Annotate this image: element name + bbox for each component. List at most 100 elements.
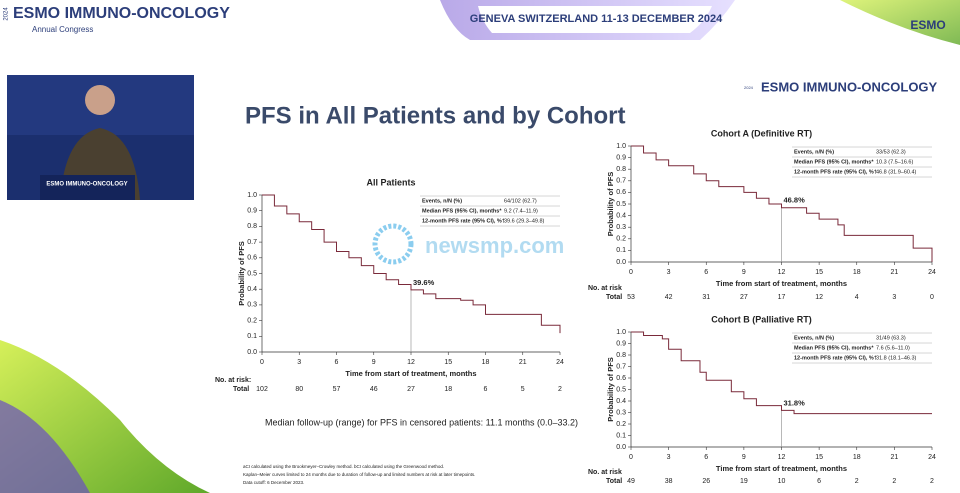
km-curve bbox=[631, 331, 932, 415]
table-value: 46.8 (31.9–60.4) bbox=[876, 169, 917, 175]
table-value: 33/53 (62.3) bbox=[876, 149, 906, 155]
x-tick-label: 6 bbox=[335, 359, 339, 366]
risk-count: 38 bbox=[665, 478, 673, 485]
x-tick-label: 3 bbox=[667, 269, 671, 276]
y-tick-label: 1.0 bbox=[616, 143, 626, 150]
risk-title: No. at risk: bbox=[215, 377, 251, 384]
y-tick-label: 0.6 bbox=[616, 375, 626, 382]
x-tick-label: 18 bbox=[853, 454, 861, 461]
y-tick-label: 0.5 bbox=[247, 270, 257, 277]
risk-count: 80 bbox=[295, 386, 303, 393]
table-label: 12-month PFS rate (95% CI), %† bbox=[794, 169, 877, 175]
y-tick-label: 0.2 bbox=[616, 236, 626, 243]
y-tick-label: 0.0 bbox=[616, 444, 626, 451]
x-tick-label: 12 bbox=[778, 269, 786, 276]
table-value: 31/49 (63.3) bbox=[876, 335, 906, 341]
table-label: Median PFS (95% CI), months* bbox=[422, 208, 502, 214]
risk-count: 10 bbox=[778, 478, 786, 485]
table-label: Median PFS (95% CI), months* bbox=[794, 159, 874, 165]
risk-row-label: Total bbox=[606, 294, 622, 301]
y-tick-label: 0.3 bbox=[616, 409, 626, 416]
table-value: 9.2 (7.4–11.9) bbox=[504, 208, 538, 214]
header-subtitle: Annual Congress bbox=[32, 25, 93, 34]
x-tick-label: 9 bbox=[742, 454, 746, 461]
header-year: 2024 bbox=[4, 7, 10, 21]
y-tick-label: 0.2 bbox=[247, 317, 257, 324]
y-tick-label: 0.7 bbox=[616, 178, 626, 185]
x-tick-label: 0 bbox=[629, 269, 633, 276]
annotation-label: 46.8% bbox=[784, 196, 806, 205]
y-axis-label: Probability of PFS bbox=[237, 241, 246, 306]
slide-brand: ESMO IMMUNO-ONCOLOGY bbox=[761, 79, 938, 94]
risk-count: 31 bbox=[702, 294, 710, 301]
x-tick-label: 15 bbox=[444, 359, 452, 366]
risk-title: No. at risk bbox=[588, 469, 622, 476]
x-tick-label: 18 bbox=[853, 269, 861, 276]
table-value: 10.3 (7.5–16.6) bbox=[876, 159, 913, 165]
y-tick-label: 0.7 bbox=[247, 239, 257, 246]
risk-count: 6 bbox=[817, 478, 821, 485]
risk-count: 19 bbox=[740, 478, 748, 485]
corner-decor bbox=[840, 0, 960, 45]
y-tick-label: 0.0 bbox=[247, 349, 257, 356]
x-tick-label: 12 bbox=[407, 359, 415, 366]
table-label: 12-month PFS rate (95% CI), %† bbox=[422, 218, 505, 224]
x-tick-label: 3 bbox=[667, 454, 671, 461]
table-label: Events, n/N (%) bbox=[422, 198, 462, 204]
footnote: Data cutoff: 6 December 2023. bbox=[243, 480, 304, 485]
y-tick-label: 0.8 bbox=[616, 352, 626, 359]
table-label: Events, n/N (%) bbox=[794, 335, 834, 341]
y-tick-label: 0.3 bbox=[247, 302, 257, 309]
x-tick-label: 18 bbox=[482, 359, 490, 366]
risk-count: 102 bbox=[256, 386, 268, 393]
risk-count: 2 bbox=[892, 478, 896, 485]
y-tick-label: 0.6 bbox=[616, 189, 626, 196]
x-tick-label: 24 bbox=[928, 269, 936, 276]
slide-title: PFS in All Patients and by Cohort bbox=[245, 102, 625, 129]
risk-count: 27 bbox=[407, 386, 415, 393]
risk-count: 42 bbox=[665, 294, 673, 301]
watermark: newsmp.com bbox=[425, 233, 564, 258]
y-tick-label: 0.8 bbox=[247, 223, 257, 230]
y-tick-label: 0.3 bbox=[616, 224, 626, 231]
podium bbox=[40, 175, 135, 200]
table-value: 31.8 (18.1–46.3) bbox=[876, 355, 917, 361]
chart-title: All Patients bbox=[366, 177, 415, 187]
y-tick-label: 0.1 bbox=[616, 432, 626, 439]
y-axis-label: Probability of PFS bbox=[606, 172, 615, 237]
risk-count: 26 bbox=[702, 478, 710, 485]
watermark-logo bbox=[372, 223, 414, 265]
risk-count: 2 bbox=[855, 478, 859, 485]
y-tick-label: 1.0 bbox=[247, 192, 257, 199]
y-tick-label: 0.8 bbox=[616, 166, 626, 173]
x-tick-label: 6 bbox=[704, 454, 708, 461]
x-tick-label: 3 bbox=[297, 359, 301, 366]
risk-count: 17 bbox=[778, 294, 786, 301]
risk-count: 53 bbox=[627, 294, 635, 301]
table-label: Events, n/N (%) bbox=[794, 149, 834, 155]
y-tick-label: 0.1 bbox=[247, 333, 257, 340]
y-tick-label: 0.2 bbox=[616, 421, 626, 428]
y-tick-label: 0.6 bbox=[247, 255, 257, 262]
risk-count: 2 bbox=[558, 386, 562, 393]
table-label: Median PFS (95% CI), months* bbox=[794, 345, 874, 351]
corner-decor bbox=[0, 400, 90, 493]
y-tick-label: 0.7 bbox=[616, 363, 626, 370]
annotation-label: 31.8% bbox=[784, 398, 806, 407]
risk-count: 5 bbox=[521, 386, 525, 393]
x-axis-label: Time from start of treatment, months bbox=[716, 279, 847, 288]
risk-row-label: Total bbox=[233, 386, 249, 393]
y-tick-label: 0.4 bbox=[616, 212, 626, 219]
x-axis-label: Time from start of treatment, months bbox=[716, 464, 847, 473]
y-tick-label: 0.5 bbox=[616, 386, 626, 393]
y-tick-label: 0.1 bbox=[616, 247, 626, 254]
y-tick-label: 0.9 bbox=[616, 154, 626, 161]
table-value: 7.6 (5.6–11.0) bbox=[876, 345, 910, 351]
y-axis-label: Probability of PFS bbox=[606, 357, 615, 422]
risk-count: 6 bbox=[484, 386, 488, 393]
risk-count: 2 bbox=[930, 478, 934, 485]
x-tick-label: 0 bbox=[260, 359, 264, 366]
header-banner: GENEVA SWITZERLAND 11-13 DECEMBER 2024 bbox=[470, 13, 723, 25]
risk-count: 3 bbox=[892, 294, 896, 301]
x-tick-label: 12 bbox=[778, 454, 786, 461]
